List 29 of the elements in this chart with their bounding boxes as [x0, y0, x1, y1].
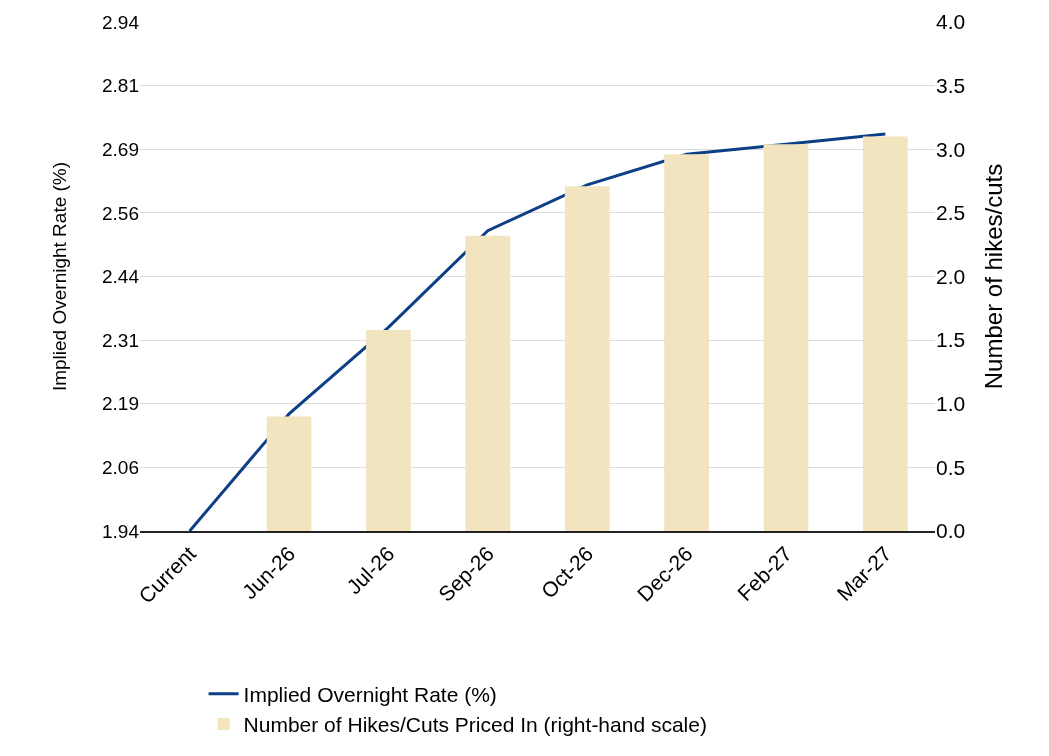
y2-tick-label: 0.0 — [936, 519, 966, 543]
bar — [564, 186, 610, 531]
legend-label: Implied Overnight Rate (%) — [243, 682, 497, 706]
y-tick-label: 1.94 — [102, 520, 140, 542]
bar — [465, 235, 511, 531]
y2-tick-label: 2.5 — [936, 201, 966, 225]
y2-tick-label: 4.0 — [936, 10, 966, 34]
y-axis-title: Implied Overnight Rate (%) — [48, 161, 70, 392]
y-tick-label: 2.31 — [102, 329, 139, 351]
y-tick-label: 2.19 — [102, 393, 139, 415]
y-tick-label: 2.81 — [102, 75, 139, 97]
bar — [266, 416, 312, 531]
y2-tick-label: 2.0 — [936, 264, 966, 288]
legend-label: Number of Hikes/Cuts Priced In (right-hand scale) — [243, 713, 707, 737]
bar — [664, 154, 709, 531]
bar — [862, 136, 908, 531]
y2-tick-label: 3.0 — [936, 137, 966, 161]
y-tick-label: 2.44 — [102, 266, 140, 288]
y2-tick-label: 1.5 — [936, 328, 966, 352]
y-tick-label: 2.06 — [102, 457, 139, 479]
bar — [366, 329, 411, 531]
y2-tick-label: 1.0 — [936, 392, 966, 416]
y-tick-label: 2.56 — [102, 202, 139, 224]
y-tick-label: 2.69 — [102, 138, 139, 160]
y2-tick-label: 3.5 — [936, 73, 966, 97]
y2-axis-title: Number of hikes/cuts — [979, 163, 1007, 390]
y2-tick-label: 0.5 — [936, 455, 966, 479]
y-tick-label: 2.94 — [102, 11, 140, 33]
bar — [763, 144, 809, 531]
